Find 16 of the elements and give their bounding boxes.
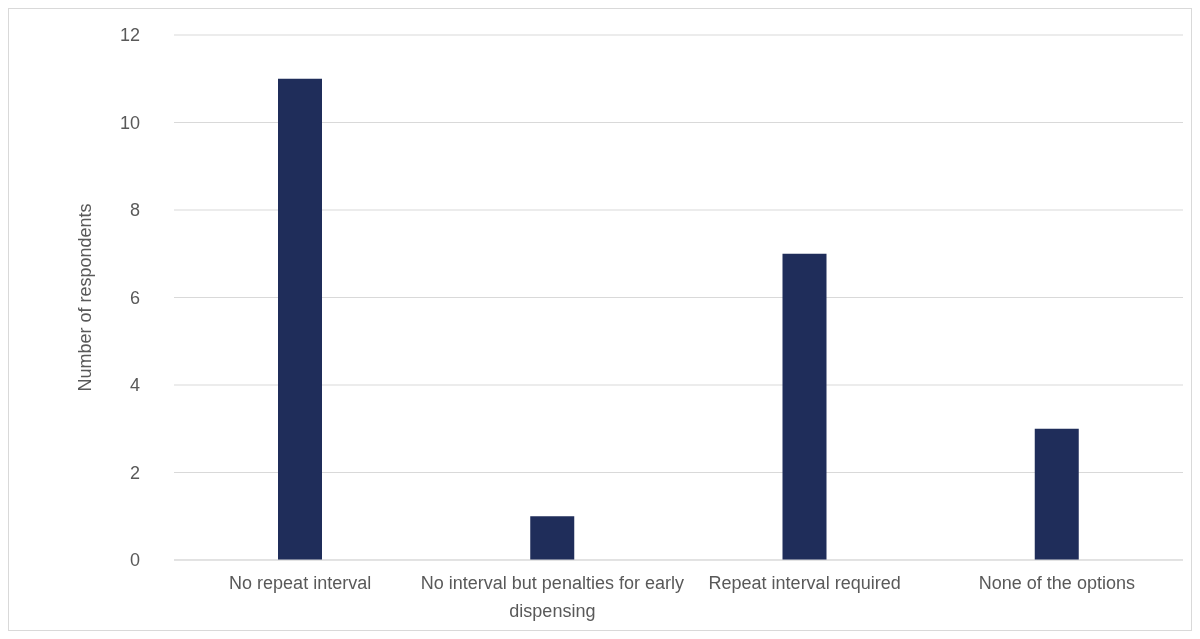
x-tick-label: No interval but penalties for early dispensing [420,572,684,621]
x-tick-label: Repeat interval required [708,572,901,593]
bar [530,516,575,560]
x-tick-label: None of the options [978,572,1135,593]
bar [1034,428,1079,560]
y-tick-label: 2 [129,462,140,483]
y-tick-label: 12 [119,25,140,46]
y-tick-label: 10 [119,112,140,133]
bar [278,78,322,560]
y-tick-label: 4 [129,375,140,396]
y-tick-label: 0 [129,550,140,571]
x-tick-label: No repeat interval [229,572,372,593]
bar [782,253,827,560]
y-tick-label: 8 [129,200,140,221]
y-axis-title: Number of respondents [75,203,96,392]
y-tick-label: 6 [129,287,140,308]
